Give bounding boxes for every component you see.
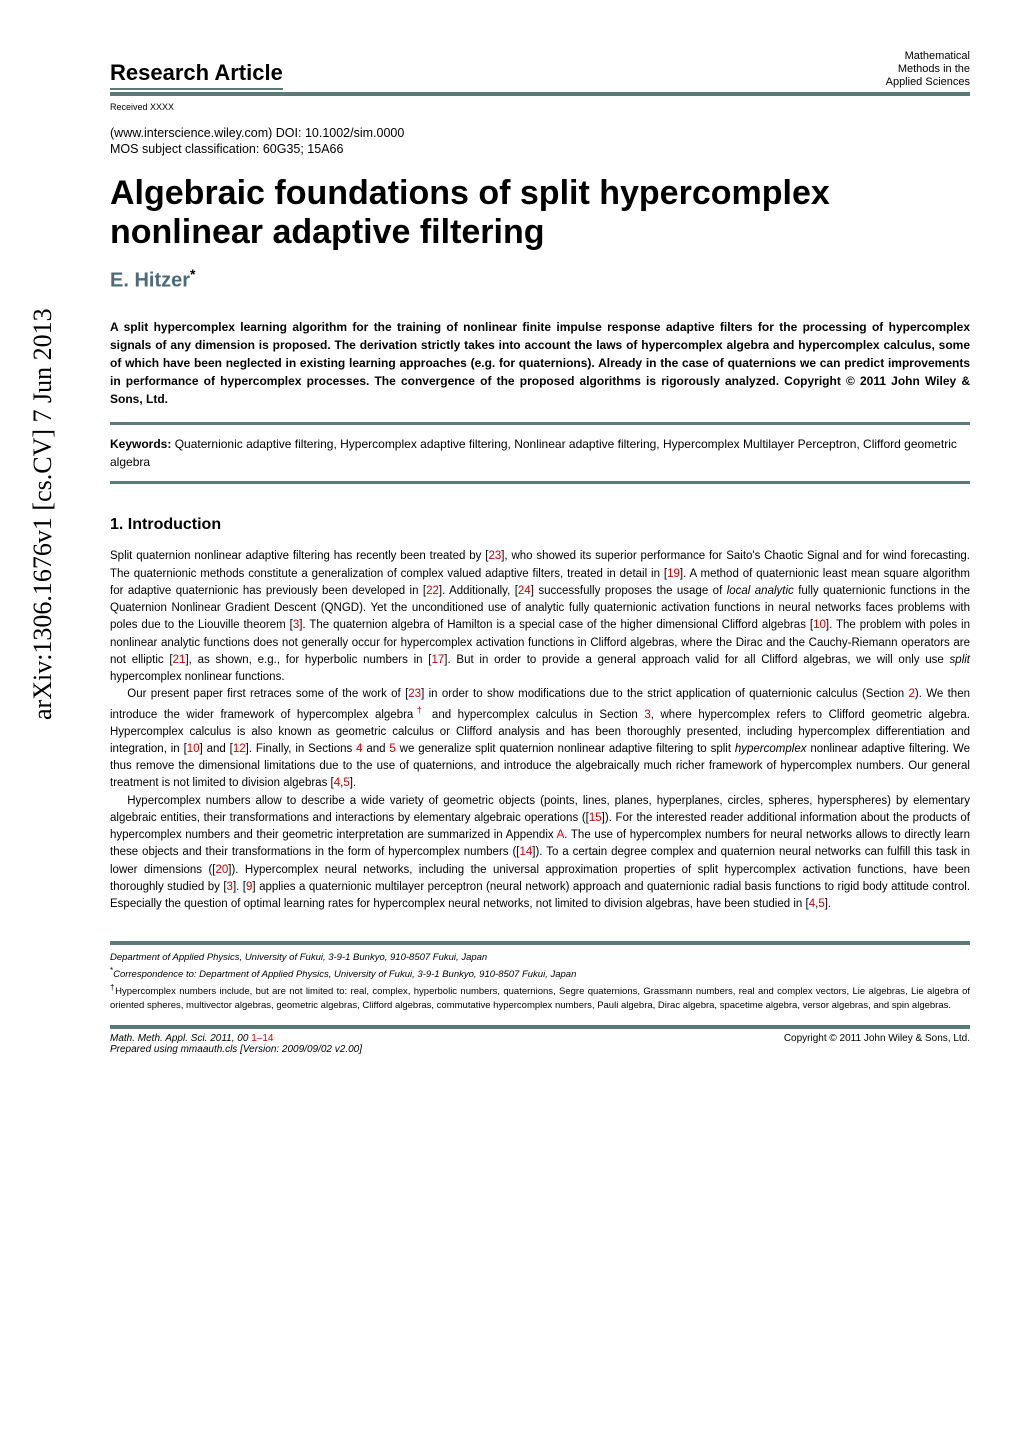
text-run: hypercomplex nonlinear functions. bbox=[110, 671, 285, 683]
doi-line: (www.interscience.wiley.com) DOI: 10.100… bbox=[110, 126, 970, 140]
citation[interactable]: 23 bbox=[408, 688, 421, 700]
text-run: ] and [ bbox=[200, 743, 233, 755]
divider-rule bbox=[110, 481, 970, 484]
text-italic: split bbox=[950, 654, 970, 666]
journal-name: Mathematical Methods in the Applied Scie… bbox=[886, 50, 970, 90]
affiliation-footnotes: Department of Applied Physics, Universit… bbox=[110, 941, 970, 1012]
footnote-text: Hypercomplex numbers include, but are no… bbox=[110, 986, 970, 1011]
citation[interactable]: 10 bbox=[187, 743, 200, 755]
citation[interactable]: 14 bbox=[519, 846, 532, 858]
received-date: Received XXXX bbox=[110, 102, 970, 112]
text-run: ]. But in order to provide a general app… bbox=[444, 654, 949, 666]
citation[interactable]: 4 bbox=[334, 777, 340, 789]
paragraph-1: Split quaternion nonlinear adaptive filt… bbox=[110, 548, 970, 686]
section-title: 1. Introduction bbox=[110, 516, 970, 534]
text-run: Split quaternion nonlinear adaptive filt… bbox=[110, 550, 488, 562]
mos-classification: MOS subject classification: 60G35; 15A66 bbox=[110, 142, 970, 156]
text-run: ]. The quaternion algebra of Hamilton is… bbox=[299, 619, 813, 631]
text-run: ]. bbox=[350, 777, 356, 789]
author-affil-marker: * bbox=[190, 266, 195, 282]
text-run: ]. [ bbox=[233, 881, 246, 893]
citation[interactable]: 23 bbox=[488, 550, 501, 562]
page-range[interactable]: 1–14 bbox=[251, 1033, 273, 1044]
citation[interactable]: 22 bbox=[426, 585, 439, 597]
text-run: Our present paper first retraces some of… bbox=[127, 688, 408, 700]
text-italic: hypercomplex bbox=[735, 743, 807, 755]
text-run: and hypercomplex calculus in Section bbox=[425, 708, 644, 720]
author-name: E. Hitzer* bbox=[110, 266, 970, 293]
paragraph-2: Our present paper first retraces some of… bbox=[110, 686, 970, 792]
text-run: ]. bbox=[825, 898, 831, 910]
journal-line-1: Mathematical bbox=[905, 50, 970, 62]
citation[interactable]: 17 bbox=[431, 654, 444, 666]
citation[interactable]: 24 bbox=[518, 585, 531, 597]
citation[interactable]: 12 bbox=[233, 743, 246, 755]
article-type: Research Article bbox=[110, 60, 283, 90]
keywords-label: Keywords: bbox=[110, 437, 171, 451]
prepared-using: Prepared using mmaauth.cls [Version: 200… bbox=[110, 1044, 362, 1055]
keywords-block: Keywords: Quaternionic adaptive filterin… bbox=[110, 435, 970, 471]
text-run: ]. Finally, in Sections bbox=[246, 743, 356, 755]
journal-line-3: Applied Sciences bbox=[886, 76, 970, 88]
page-footer: Math. Meth. Appl. Sci. 2011, 00 1–14 Pre… bbox=[110, 1025, 970, 1055]
abstract: A split hypercomplex learning algorithm … bbox=[110, 318, 970, 408]
footnote-marker[interactable]: † bbox=[413, 705, 425, 716]
citation[interactable]: 19 bbox=[667, 568, 680, 580]
text-run: ], as shown, e.g., for hyperbolic number… bbox=[185, 654, 431, 666]
author-text: E. Hitzer bbox=[110, 269, 190, 291]
header-row: Research Article Mathematical Methods in… bbox=[110, 50, 970, 96]
divider-rule bbox=[110, 422, 970, 425]
text-italic: local analytic bbox=[727, 585, 794, 597]
citation[interactable]: 15 bbox=[589, 812, 602, 824]
text-run: ]. Additionally, [ bbox=[439, 585, 518, 597]
paper-title: Algebraic foundations of split hypercomp… bbox=[110, 174, 970, 252]
text-run: and bbox=[363, 743, 390, 755]
citation[interactable]: 4 bbox=[809, 898, 815, 910]
body-text: Split quaternion nonlinear adaptive filt… bbox=[110, 548, 970, 913]
keywords-text: Quaternionic adaptive filtering, Hyperco… bbox=[110, 437, 957, 469]
footer-copyright: Copyright © 2011 John Wiley & Sons, Ltd. bbox=[784, 1033, 970, 1055]
text-run: we generalize split quaternion nonlinear… bbox=[396, 743, 735, 755]
footer-left: Math. Meth. Appl. Sci. 2011, 00 1–14 Pre… bbox=[110, 1033, 362, 1055]
affiliation: Department of Applied Physics, Universit… bbox=[110, 951, 970, 965]
citation[interactable]: 21 bbox=[173, 654, 186, 666]
correspondence: *Correspondence to: Department of Applie… bbox=[110, 965, 970, 982]
year-volume: 2011, 00 bbox=[207, 1033, 251, 1044]
page-content: Research Article Mathematical Methods in… bbox=[110, 50, 970, 1055]
journal-line-2: Methods in the bbox=[898, 63, 970, 75]
arxiv-identifier: arXiv:1306.1676v1 [cs.CV] 7 Jun 2013 bbox=[28, 308, 58, 720]
text-run: ] in order to show modifications due to … bbox=[421, 688, 908, 700]
correspondence-text: Correspondence to: Department of Applied… bbox=[113, 969, 576, 980]
journal-abbrev: Math. Meth. Appl. Sci. bbox=[110, 1033, 207, 1044]
text-run: ] successfully proposes the usage of bbox=[531, 585, 727, 597]
citation[interactable]: 10 bbox=[813, 619, 826, 631]
citation[interactable]: 20 bbox=[215, 864, 228, 876]
paragraph-3: Hypercomplex numbers allow to describe a… bbox=[110, 793, 970, 914]
footnote: †Hypercomplex numbers include, but are n… bbox=[110, 982, 970, 1013]
